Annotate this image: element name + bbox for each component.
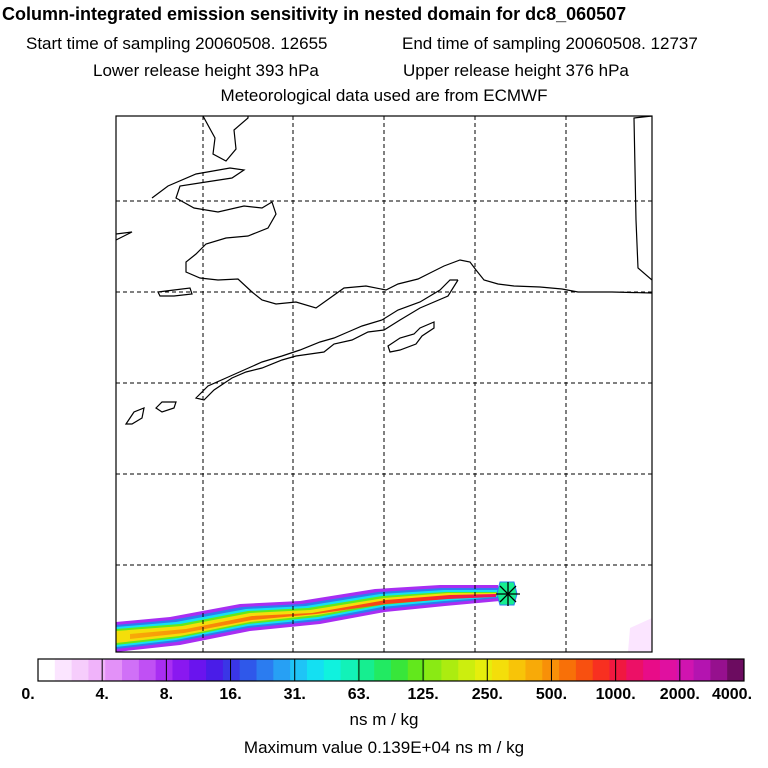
colorbar-label: 125. — [407, 686, 439, 703]
plot-title: Column-integrated emission sensitivity i… — [2, 4, 627, 24]
colorbar-frame — [37, 658, 745, 682]
plume-cyan — [116, 590, 498, 647]
met-source-text: Meteorological data used are from ECMWF — [220, 86, 548, 105]
coastline-main — [151, 167, 652, 309]
colorbar-segment — [239, 659, 258, 681]
upper-height-text: Upper release height 376 hPa — [403, 61, 629, 80]
colorbar-label: 1000. — [595, 686, 636, 703]
colorbar-segment — [391, 659, 409, 681]
colorbar-segment — [475, 659, 493, 681]
colorbar-segment — [172, 659, 190, 681]
colorbar-segment — [222, 659, 241, 681]
colorbar-segment — [122, 659, 140, 681]
gridlines — [116, 116, 652, 652]
colorbar-segment — [458, 659, 476, 681]
colorbar-segment — [491, 659, 510, 681]
lower-height-text: Lower release height 393 hPa — [93, 61, 319, 80]
colorbar-label: 2000. — [659, 686, 700, 703]
colorbar-segment — [710, 659, 728, 681]
colorbar-segment — [424, 659, 442, 681]
colorbar-segment — [575, 659, 594, 681]
colorbar-segment — [306, 659, 325, 681]
plume-yellow — [116, 593, 498, 643]
colorbar-segment — [206, 659, 224, 681]
colorbar-segment — [559, 659, 577, 681]
colorbar-label: 31. — [283, 686, 306, 703]
colorbar-segment — [525, 659, 543, 681]
colorbar-segment — [374, 659, 392, 681]
colorbar-label: 4000. — [711, 686, 753, 703]
colorbar-label: 0. — [21, 686, 35, 703]
colorbar-segment — [693, 659, 711, 681]
colorbar-segment — [441, 659, 459, 681]
colorbar-label: 16. — [219, 686, 242, 703]
colorbar-segment — [508, 659, 526, 681]
colorbar-segment — [105, 659, 123, 681]
release-marker-icon — [496, 582, 520, 606]
colorbar-segment — [407, 659, 426, 681]
island-west — [157, 287, 193, 297]
colorbar-segment — [357, 659, 375, 681]
maximum-value-text: Maximum value 0.139E+04 ns m / kg — [243, 738, 525, 757]
colorbar-segment — [727, 659, 745, 681]
peninsula-coast — [194, 279, 459, 401]
island-east — [387, 321, 435, 353]
colorbar-segment — [273, 659, 291, 681]
colorbar-label: 500. — [535, 686, 568, 703]
colorbar-segment — [542, 659, 560, 681]
colorbar-segment — [609, 659, 627, 681]
colorbar — [37, 658, 745, 682]
colorbar-segment — [340, 659, 358, 681]
colorbar-segment — [88, 659, 106, 681]
colorbar-segment — [256, 659, 274, 681]
colorbar-label: 8. — [159, 686, 174, 703]
coastline-east — [633, 116, 652, 281]
end-time-text: End time of sampling 20060508. 12737 — [402, 34, 698, 53]
start-time-text: Start time of sampling 20060508. 12655 — [26, 34, 328, 53]
coastline-north — [202, 116, 249, 162]
coastlines — [116, 116, 652, 425]
colorbar-label: 4. — [95, 686, 109, 703]
colorbar-segment — [155, 659, 173, 681]
plume-core — [130, 594, 496, 639]
sensitivity-plume — [116, 585, 500, 652]
colorbar-segment — [71, 659, 89, 681]
colorbar-segment — [38, 659, 56, 681]
coastline-west — [116, 231, 133, 241]
colorbar-label: 250. — [471, 686, 503, 703]
colorbar-segment — [54, 659, 73, 681]
island-small-b — [155, 401, 177, 413]
island-small-a — [124, 407, 145, 425]
colorbar-segment — [626, 659, 644, 681]
colorbar-segment — [189, 659, 207, 681]
colorbar-segment — [643, 659, 661, 681]
colorbar-segment — [592, 659, 611, 681]
low-sensitivity-patch — [628, 618, 652, 652]
colorbar-segment — [290, 659, 308, 681]
colorbar-segment — [323, 659, 342, 681]
colorbar-segment — [676, 659, 695, 681]
colorbar-label: 63. — [347, 686, 371, 703]
colorbar-segment — [659, 659, 678, 681]
colorbar-units: ns m / kg — [349, 710, 419, 729]
colorbar-segment — [138, 659, 157, 681]
map-area — [116, 116, 652, 652]
map-frame — [115, 115, 653, 653]
